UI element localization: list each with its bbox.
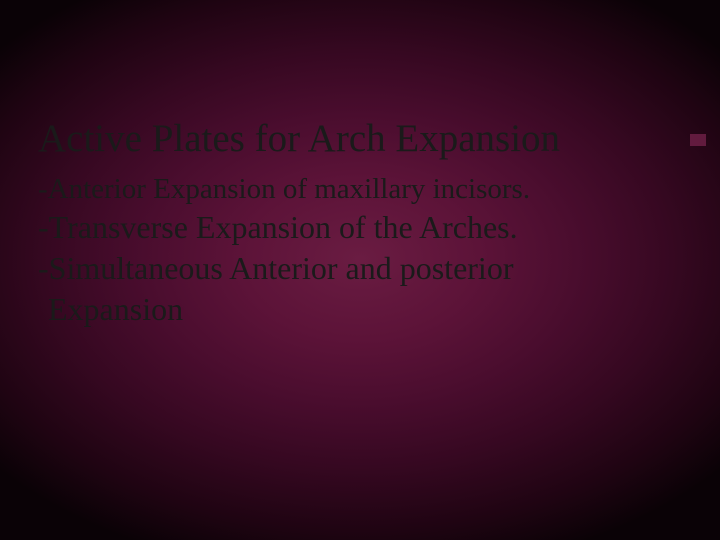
body-line-1: -Anterior Expansion of maxillary incisor… [38,171,690,207]
body-line-4: Expansion [38,289,690,330]
slide-canvas: Active Plates for Arch Expansion -Anteri… [0,0,720,540]
body-line-3: -Simultaneous Anterior and posterior [38,248,690,289]
body-line-2: -Transverse Expansion of the Arches. [38,207,690,248]
accent-shape [690,134,706,146]
slide-title: Active Plates for Arch Expansion [38,118,690,161]
